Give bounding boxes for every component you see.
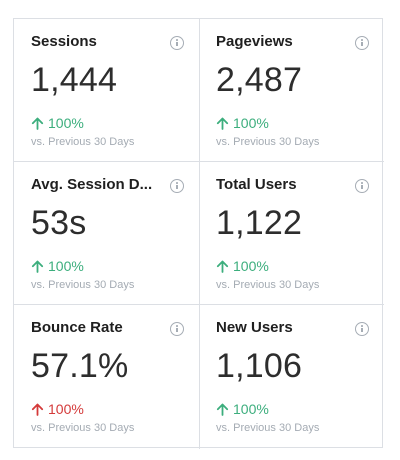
metric-title: Total Users [216,176,297,193]
metric-change-value: 100% [48,115,84,131]
arrow-up-icon [31,403,44,416]
metric-value: 1,122 [216,204,303,242]
metric-change-value: 100% [233,115,269,131]
metric-card-pageviews: Pageviews 2,487 100% vs. Previous 30 Day… [200,19,384,162]
metric-change: 100% [216,401,384,417]
metric-comparison: vs. Previous 30 Days [216,136,320,148]
metric-title: Sessions [31,33,97,50]
info-icon[interactable] [170,36,184,50]
metric-change-value: 100% [233,401,269,417]
metric-title: Bounce Rate [31,319,123,336]
metric-title: New Users [216,319,293,336]
metric-value: 53s [31,204,87,242]
metric-comparison: vs. Previous 30 Days [216,279,320,291]
info-icon[interactable] [355,179,369,193]
metric-value: 2,487 [216,61,303,99]
arrow-up-icon [216,260,229,273]
metric-value: 1,444 [31,61,118,99]
metric-change: 100% [216,115,384,131]
metric-card-new-users: New Users 1,106 100% vs. Previous 30 Day… [200,305,384,449]
metric-comparison: vs. Previous 30 Days [216,422,320,434]
arrow-up-icon [31,117,44,130]
info-icon[interactable] [170,179,184,193]
metric-change-value: 100% [233,258,269,274]
metric-comparison: vs. Previous 30 Days [31,422,135,434]
metric-change: 100% [31,115,199,131]
info-icon[interactable] [355,322,369,336]
metric-change-value: 100% [48,401,84,417]
info-icon[interactable] [170,322,184,336]
metric-card-avg-session-duration: Avg. Session D... 53s 100% vs. Previous … [14,162,200,305]
metrics-grid: Sessions 1,444 100% vs. Previous 30 Days… [13,18,384,449]
arrow-up-icon [216,117,229,130]
metric-comparison: vs. Previous 30 Days [31,136,135,148]
metric-comparison: vs. Previous 30 Days [31,279,135,291]
metric-card-bounce-rate: Bounce Rate 57.1% 100% vs. Previous 30 D… [14,305,200,449]
metric-title: Pageviews [216,33,293,50]
metric-change-value: 100% [48,258,84,274]
metric-change: 100% [31,258,199,274]
info-icon[interactable] [355,36,369,50]
metric-card-sessions: Sessions 1,444 100% vs. Previous 30 Days [14,19,200,162]
metric-change: 100% [216,258,384,274]
metric-title: Avg. Session D... [31,176,153,193]
arrow-up-icon [31,260,44,273]
metric-value: 1,106 [216,347,303,385]
metric-card-total-users: Total Users 1,122 100% vs. Previous 30 D… [200,162,384,305]
metric-value: 57.1% [31,347,129,385]
metric-change: 100% [31,401,199,417]
arrow-up-icon [216,403,229,416]
